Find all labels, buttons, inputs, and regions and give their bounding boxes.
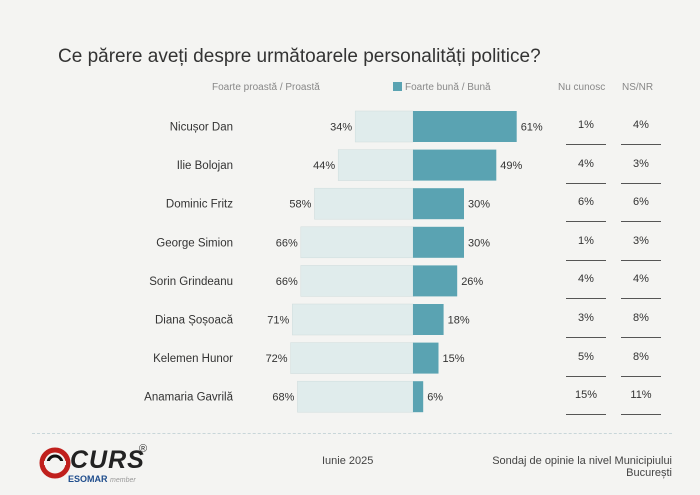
cell-unknown: 1% bbox=[578, 234, 594, 247]
cell-underline bbox=[566, 259, 606, 261]
bar-negative bbox=[290, 342, 414, 374]
bar-negative-label: 58% bbox=[289, 199, 311, 211]
category-label: Anamaria Gavrilă bbox=[144, 392, 233, 404]
bar-positive bbox=[413, 265, 458, 297]
bar-negative-label: 72% bbox=[266, 353, 288, 365]
bar-positive bbox=[413, 111, 517, 142]
bar-negative-label: 34% bbox=[330, 122, 352, 134]
bar-negative-label: 71% bbox=[267, 315, 289, 327]
cell-unknown: 4% bbox=[578, 273, 594, 286]
brand-name: CURS bbox=[70, 446, 145, 474]
legend-positive: Foarte bună / Bună bbox=[393, 82, 491, 93]
cell-unknown: 1% bbox=[578, 119, 594, 131]
cell-underline bbox=[621, 298, 661, 300]
cell-underline bbox=[621, 259, 661, 261]
cell-underline bbox=[566, 414, 606, 416]
legend-negative-label: Foarte proastă / Proastă bbox=[212, 82, 320, 93]
registered-mark-icon: ® bbox=[139, 443, 148, 455]
bar-positive-label: 61% bbox=[521, 122, 543, 134]
bar-negative-label: 66% bbox=[276, 237, 298, 249]
category-label: Sorin Grindeanu bbox=[149, 276, 233, 288]
bar-positive bbox=[413, 381, 424, 413]
cell-unknown: 3% bbox=[578, 312, 594, 324]
cell-underline bbox=[566, 221, 606, 223]
bar-negative bbox=[300, 265, 414, 297]
cell-underline bbox=[621, 337, 661, 338]
bar-positive bbox=[413, 188, 464, 220]
category-label: Nicușor Dan bbox=[170, 122, 233, 134]
category-label: Dominic Fritz bbox=[166, 199, 233, 211]
category-label: Kelemen Hunor bbox=[153, 353, 233, 365]
cell-nsnr: 3% bbox=[633, 157, 649, 170]
bar-positive-label: 30% bbox=[468, 199, 490, 211]
cell-nsnr: 8% bbox=[633, 350, 649, 363]
cell-underline bbox=[621, 375, 661, 377]
bar-positive bbox=[413, 149, 497, 181]
cell-unknown: 15% bbox=[574, 389, 598, 402]
cell-unknown: 4% bbox=[578, 157, 594, 170]
cell-underline bbox=[566, 144, 606, 145]
bar-positive-label: 49% bbox=[500, 160, 522, 172]
brand-sub-label: ESOMAR bbox=[68, 474, 108, 484]
footer-divider bbox=[32, 433, 672, 434]
legend-positive-swatch bbox=[393, 82, 402, 91]
bar-positive-label: 30% bbox=[468, 237, 490, 249]
cell-underline bbox=[566, 298, 606, 300]
brand-sub-small: member bbox=[110, 477, 136, 484]
bar-positive-label: 18% bbox=[448, 315, 470, 327]
cell-underline bbox=[621, 221, 661, 223]
cell-unknown: 6% bbox=[578, 196, 594, 209]
cell-underline bbox=[566, 337, 606, 338]
cell-underline bbox=[566, 182, 606, 184]
bar-negative bbox=[297, 380, 414, 413]
column-header-nsnr: NS/NR bbox=[622, 82, 654, 93]
category-label: George Simion bbox=[156, 237, 233, 249]
category-label: Ilie Bolojan bbox=[177, 160, 233, 172]
bar-positive-label: 15% bbox=[443, 353, 465, 365]
cell-underline bbox=[566, 375, 606, 377]
bar-negative bbox=[354, 110, 414, 143]
bar-positive bbox=[413, 342, 439, 374]
cell-nsnr: 11% bbox=[630, 389, 652, 402]
bar-positive-label: 26% bbox=[461, 276, 483, 288]
cell-underline bbox=[621, 182, 661, 184]
legend-positive-label: Foarte bună / Bună bbox=[405, 82, 491, 93]
cell-underline bbox=[621, 414, 661, 416]
bar-positive bbox=[413, 226, 464, 258]
cell-unknown: 5% bbox=[578, 350, 594, 363]
footer-date: Iunie 2025 bbox=[322, 455, 374, 467]
footer-source-line1: Sondaj de opinie la nivel Municipiului bbox=[492, 455, 672, 467]
cell-nsnr: 6% bbox=[633, 196, 649, 209]
bar-negative bbox=[314, 187, 414, 220]
bar-negative bbox=[300, 226, 414, 259]
brand-sub: ESOMAR member bbox=[68, 474, 136, 484]
bar-negative-label: 68% bbox=[272, 392, 294, 404]
curs-logo-icon bbox=[39, 447, 71, 479]
opinion-chart: Nicușor Dan 34% 61% Ilie Bolojan 44% 49% Domin… bbox=[144, 110, 543, 413]
cell-nsnr: 4% bbox=[633, 273, 649, 286]
cell-underline bbox=[621, 144, 661, 145]
category-label: Diana Șoșoacă bbox=[155, 315, 234, 327]
bar-negative-label: 66% bbox=[276, 276, 298, 288]
bar-negative bbox=[337, 149, 414, 181]
footer-source: Sondaj de opinie la nivel Municipiului B… bbox=[432, 455, 672, 479]
cell-nsnr: 3% bbox=[633, 234, 649, 247]
bar-negative bbox=[292, 303, 414, 336]
bar-negative-label: 44% bbox=[313, 160, 335, 172]
bar-positive bbox=[413, 304, 444, 335]
cell-nsnr: 4% bbox=[633, 119, 649, 131]
bar-positive-label: 6% bbox=[427, 392, 443, 404]
cell-nsnr: 8% bbox=[633, 312, 649, 324]
chart-title: Ce părere aveți despre următoarele perso… bbox=[58, 46, 541, 67]
legend-negative: Foarte proastă / Proastă bbox=[212, 82, 320, 93]
footer-source-line2: București bbox=[626, 467, 672, 479]
column-header-unknown: Nu cunosc bbox=[558, 82, 606, 93]
